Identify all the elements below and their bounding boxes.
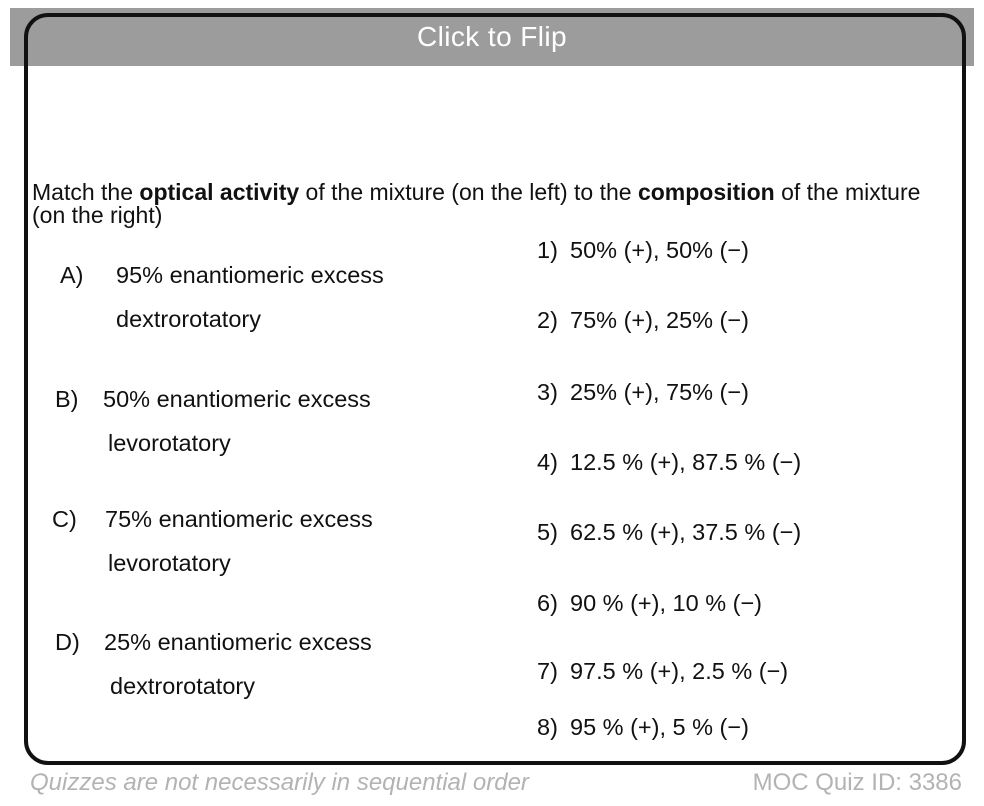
question-key-term: composition [637, 179, 775, 205]
question-segment: of the mixture [774, 179, 921, 205]
flip-banner-label: Click to Flip [417, 21, 567, 52]
question-line-1: Match the optical activity of the mixtur… [32, 181, 968, 204]
quiz-id-label: MOC Quiz ID: 3386 [752, 769, 962, 796]
flashcard-front[interactable] [24, 13, 966, 765]
question-line-2: (on the right) [32, 202, 163, 228]
question-segment: Match the [32, 179, 140, 205]
question-segment: of the mixture (on the left) to the [299, 179, 638, 205]
flip-banner[interactable]: Click to Flip [10, 8, 974, 66]
question-key-term: optical activity [139, 179, 300, 205]
footer-note: Quizzes are not necessarily in sequentia… [30, 769, 529, 796]
question-text: Match the optical activity of the mixtur… [32, 181, 968, 227]
